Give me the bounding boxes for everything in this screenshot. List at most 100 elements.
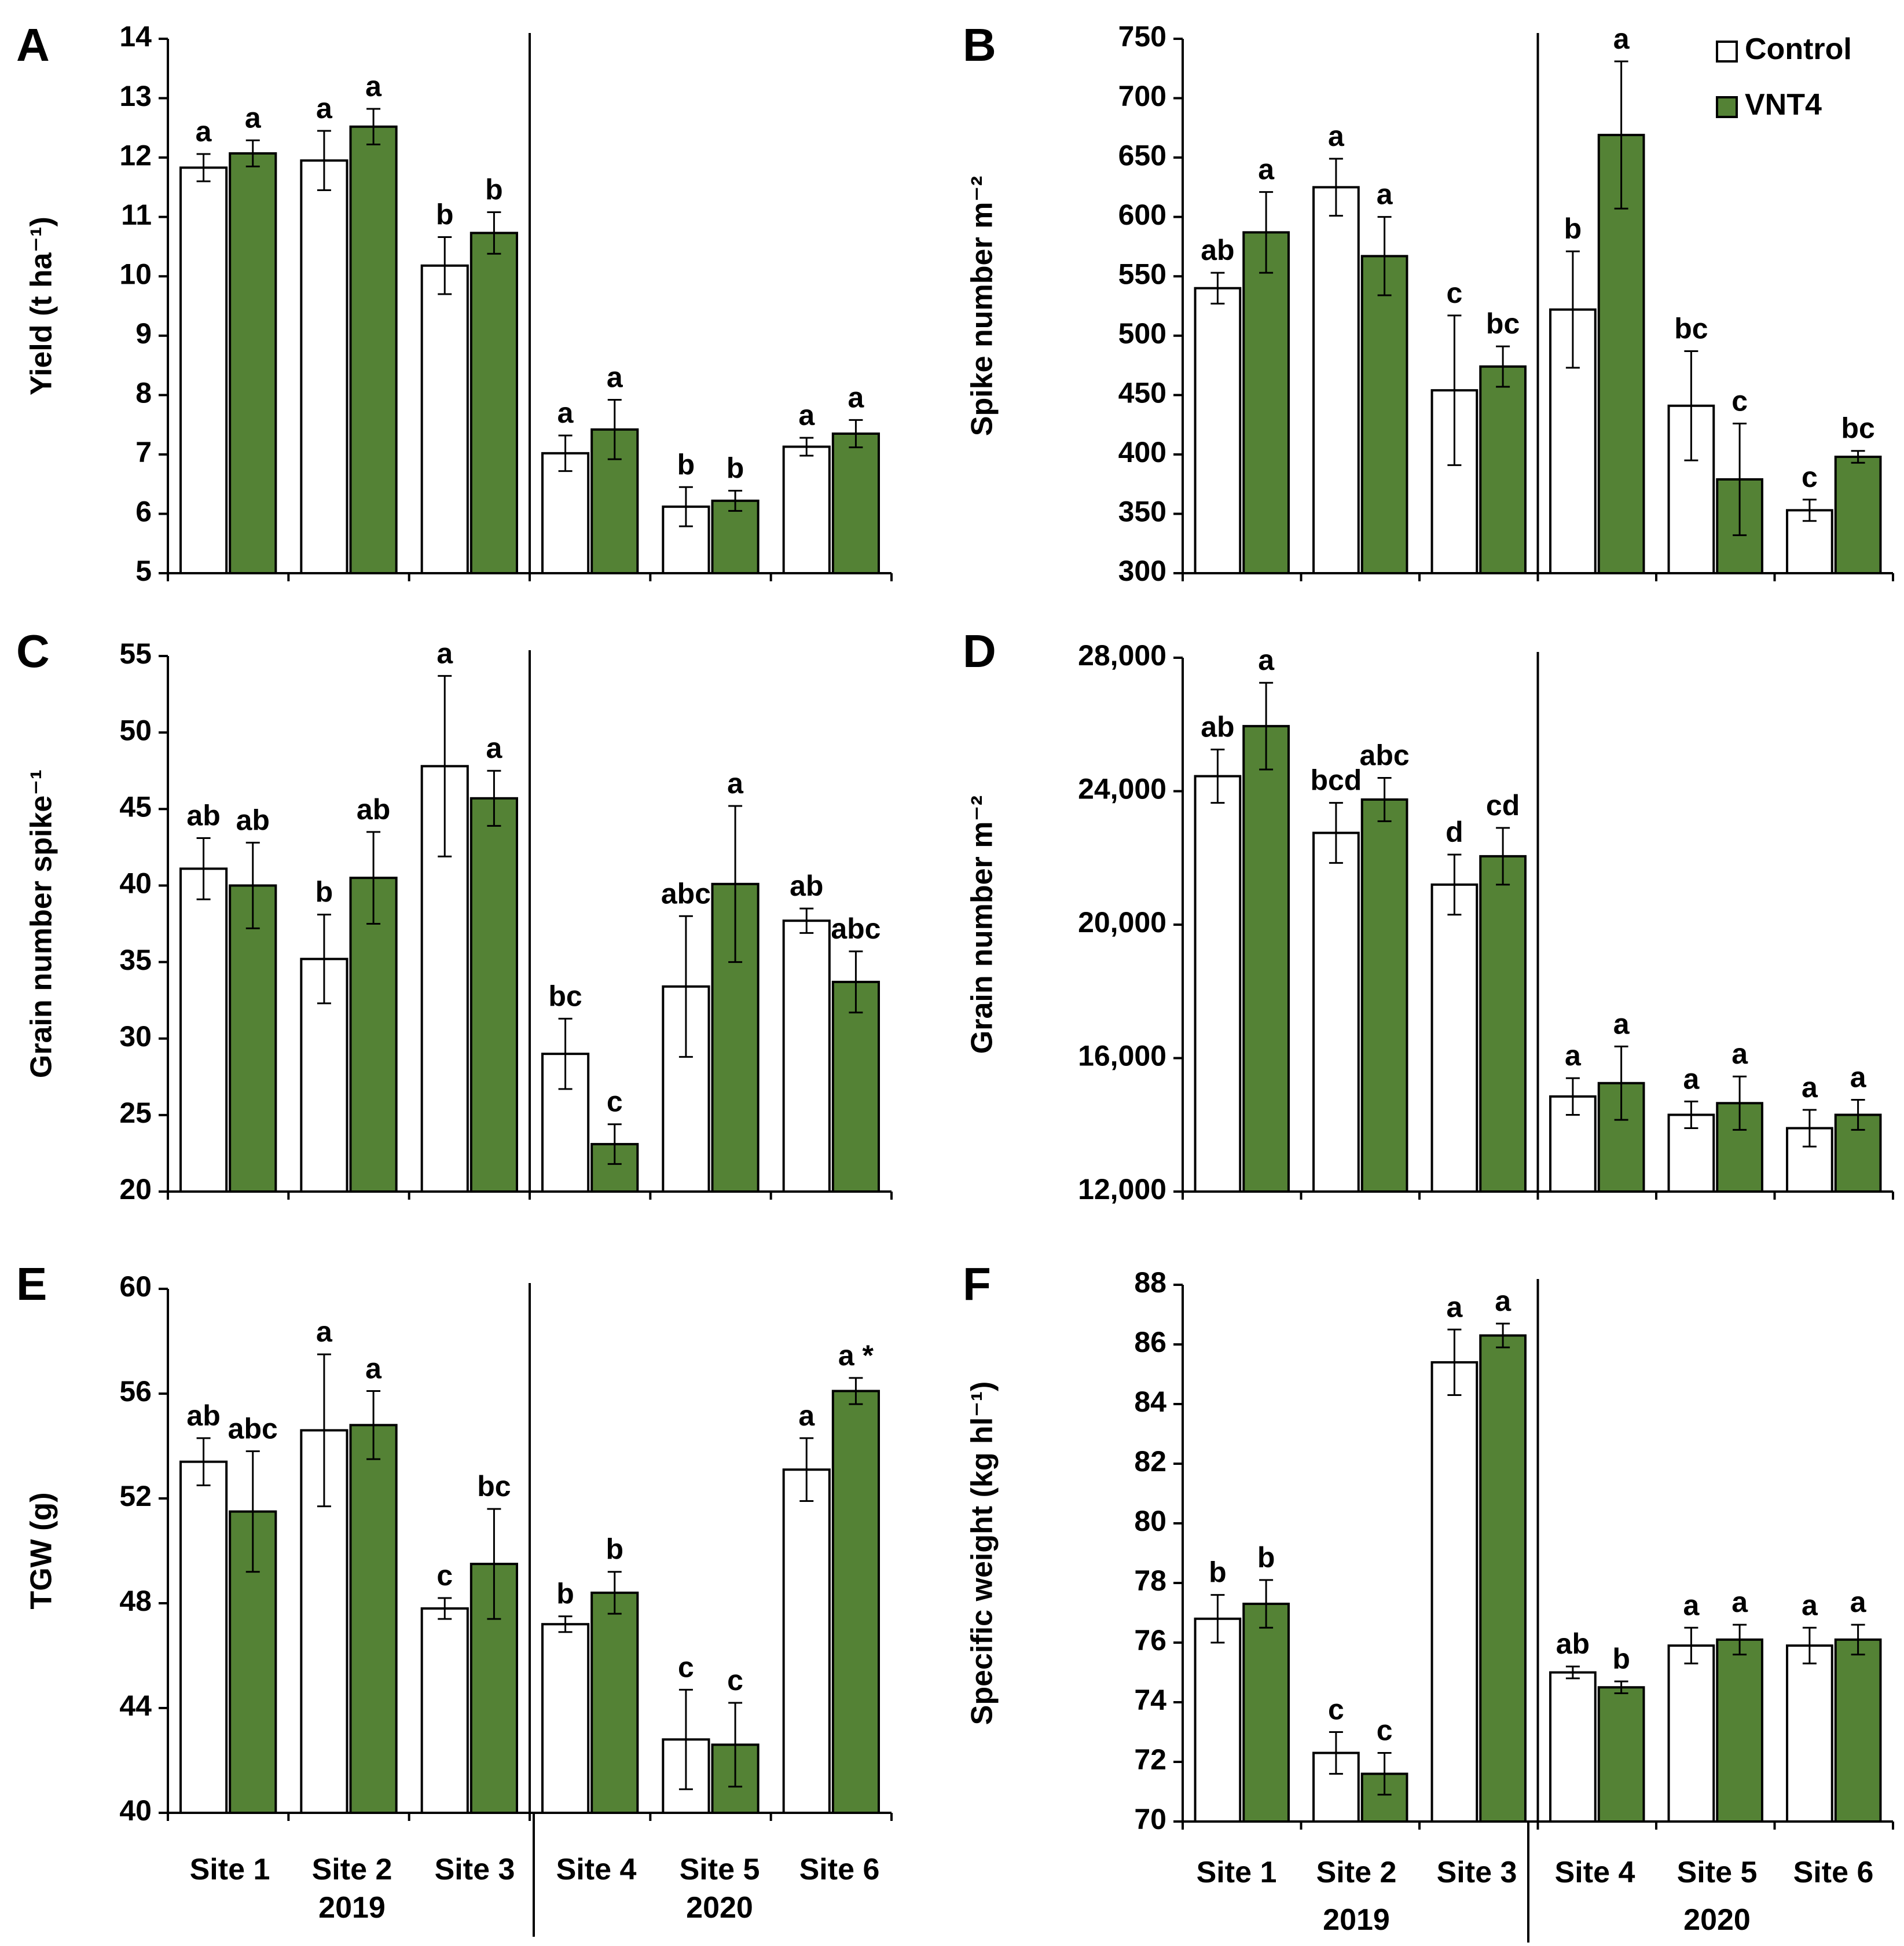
- y-tick-label: 400: [1118, 436, 1166, 468]
- x-axis-labels-right: Site 1 Site 2 Site 3 Site 4 Site 5 Site …: [1197, 1822, 1874, 1943]
- site-label: Site 1: [1197, 1856, 1277, 1889]
- significance-letter: b: [727, 452, 744, 484]
- site-label: Site 5: [680, 1853, 760, 1886]
- bar-vnt4: [590, 1591, 639, 1814]
- year-label: 2020: [1683, 1903, 1751, 1937]
- bar-vnt4: [1479, 1334, 1527, 1823]
- y-axis-label: Grain number spike⁻¹: [25, 769, 58, 1078]
- bar-control: [300, 159, 348, 574]
- significance-letter: bc: [548, 980, 582, 1012]
- y-tick-label: 16,000: [1078, 1040, 1166, 1072]
- y-tick-label: 350: [1118, 496, 1166, 528]
- bar-vnt4: [1479, 365, 1527, 575]
- site-label: Site 4: [1555, 1856, 1635, 1889]
- significance-letter: bc: [477, 1470, 511, 1502]
- bar-vnt4: [469, 797, 518, 1193]
- y-tick-label: 12: [119, 139, 152, 171]
- site-label: Site 5: [1677, 1856, 1758, 1889]
- bar-vnt4: [1242, 1603, 1290, 1823]
- significance-letter: a: [365, 1352, 382, 1384]
- legend-label-control: Control: [1745, 32, 1852, 66]
- significance-letter: a: [1613, 23, 1630, 55]
- significance-letter: a: [607, 361, 623, 394]
- significance-letter: a: [557, 397, 574, 429]
- site-label: Site 3: [1437, 1856, 1517, 1889]
- y-tick-label: 78: [1134, 1564, 1166, 1597]
- y-axis-label: Spike number m⁻²: [966, 176, 999, 436]
- y-tick-label: 56: [119, 1375, 152, 1408]
- y-tick-label: 48: [119, 1585, 152, 1617]
- y-axis-label: TGW (g): [25, 1492, 58, 1609]
- significance-letter: a: [1683, 1589, 1700, 1621]
- y-tick-label: 30: [119, 1020, 152, 1053]
- bar-control: [782, 1468, 831, 1815]
- significance-letter: a: [1377, 178, 1393, 211]
- significance-letter: bc: [1486, 307, 1520, 340]
- significance-letter: a: [1258, 644, 1275, 676]
- panel-letter: A: [16, 19, 50, 71]
- significance-letter: a *: [838, 1339, 874, 1372]
- y-tick-label: 86: [1134, 1326, 1166, 1358]
- site-label: Site 6: [799, 1853, 880, 1886]
- bar-vnt4: [1479, 855, 1527, 1193]
- significance-letter: c: [1731, 385, 1748, 417]
- y-tick-label: 60: [119, 1270, 152, 1303]
- significance-letter: ab: [790, 870, 823, 902]
- significance-letter: a: [486, 732, 503, 764]
- bar-control: [1549, 1671, 1597, 1823]
- significance-letter: b: [556, 1578, 574, 1610]
- y-tick-label: 12,000: [1078, 1173, 1166, 1205]
- significance-letter: a: [798, 1399, 815, 1432]
- bar-control: [1194, 287, 1242, 574]
- y-tick-label: 650: [1118, 139, 1166, 171]
- significance-letter: a: [245, 101, 262, 134]
- bar-control: [179, 166, 228, 575]
- y-tick-label: 9: [135, 317, 152, 350]
- bar-vnt4: [349, 125, 398, 574]
- bar-control: [179, 1460, 228, 1814]
- y-tick-label: 35: [119, 944, 152, 976]
- y-tick-label: 52: [119, 1480, 152, 1512]
- bar-control: [1667, 404, 1715, 574]
- y-tick-label: 76: [1134, 1624, 1166, 1657]
- y-tick-label: 11: [121, 199, 152, 231]
- significance-letter: abc: [831, 912, 881, 945]
- y-tick-label: 10: [119, 258, 152, 290]
- significance-letter: c: [1802, 461, 1818, 493]
- x-axis-labels-left: Site 1 Site 2 Site 3 Site 4 Site 5 Site …: [190, 1813, 880, 1937]
- y-tick-label: 82: [1134, 1445, 1166, 1478]
- significance-letter: ab: [186, 1399, 220, 1432]
- y-tick-label: 84: [1134, 1386, 1166, 1418]
- significance-letter: b: [436, 199, 454, 231]
- y-tick-label: 74: [1134, 1684, 1166, 1716]
- y-tick-label: 13: [119, 80, 152, 112]
- bar-vnt4: [1242, 231, 1290, 574]
- significance-letter: abc: [661, 877, 711, 910]
- significance-letter: bc: [1674, 312, 1708, 345]
- panel-letter: F: [963, 1258, 991, 1310]
- bar-vnt4: [1242, 725, 1290, 1193]
- bar-vnt4: [1360, 255, 1408, 574]
- bar-control: [420, 1607, 469, 1815]
- bar-vnt4: [831, 980, 881, 1193]
- bar-control: [300, 1429, 348, 1815]
- significance-letter: ab: [186, 800, 220, 832]
- significance-letter: abc: [1360, 739, 1410, 771]
- bar-control: [1194, 775, 1242, 1193]
- significance-letter: a: [1495, 1285, 1512, 1317]
- significance-letter: cd: [1486, 789, 1520, 822]
- significance-letter: a: [1802, 1071, 1818, 1104]
- panel-d: D Grain number m⁻² 12,000 16,000 20,000 24,00…: [963, 625, 1894, 1205]
- significance-letter: a: [365, 70, 382, 102]
- y-tick-label: 44: [119, 1690, 152, 1722]
- bar-control: [1312, 186, 1360, 574]
- significance-letter: ab: [236, 804, 270, 836]
- y-tick-label: 80: [1134, 1505, 1166, 1537]
- legend-swatch-vnt4: [1716, 96, 1738, 118]
- y-tick-label: 20,000: [1078, 906, 1166, 939]
- y-tick-label: 300: [1118, 555, 1166, 587]
- bar-vnt4: [349, 877, 398, 1193]
- site-label: Site 6: [1793, 1856, 1874, 1889]
- y-tick-label: 55: [119, 637, 152, 670]
